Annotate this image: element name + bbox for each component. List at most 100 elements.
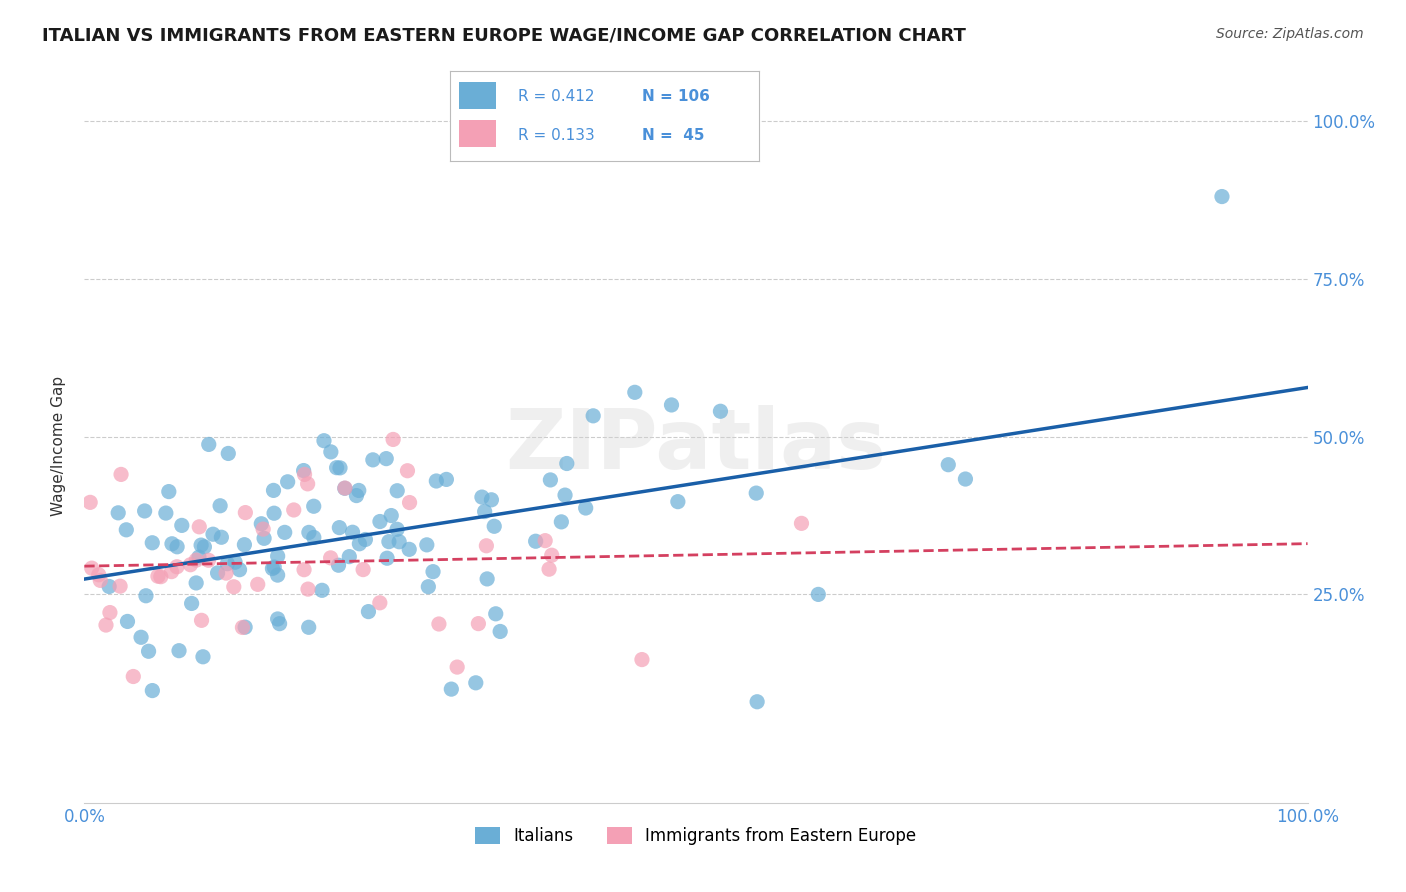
Point [328,558,350,573]
Point [354,533,377,547]
Point [149,569,172,583]
Point [191,649,214,664]
Point [427,617,450,632]
Point [134,504,156,518]
Point [312,434,335,448]
Point [534,533,557,548]
Point [387,483,409,498]
Text: R = 0.133: R = 0.133 [517,128,595,143]
Point [190,538,212,552]
Point [98,579,121,593]
Point [298,525,321,540]
Point [186,576,208,591]
Text: ZIPatlas: ZIPatlas [506,406,886,486]
Point [273,525,295,540]
Point [110,467,132,482]
Point [631,652,654,666]
Point [266,549,288,563]
Point [352,563,374,577]
Point [485,607,508,621]
Y-axis label: Wage/Income Gap: Wage/Income Gap [51,376,66,516]
Point [160,537,183,551]
Point [538,473,561,487]
Point [554,488,576,502]
Point [187,550,209,565]
Point [446,660,468,674]
Point [481,492,503,507]
Point [166,559,188,574]
Point [129,630,152,644]
Point [167,643,190,657]
Point [747,695,769,709]
Point [325,460,347,475]
Point [197,437,219,451]
Point [277,475,299,489]
Point [666,494,689,508]
Point [217,557,239,571]
Point [215,566,238,580]
Point [1211,189,1233,203]
Point [138,644,160,658]
Point [333,481,356,495]
Point [217,446,239,460]
Point [540,548,562,562]
Point [418,580,440,594]
Point [474,504,496,518]
Point [160,565,183,579]
Point [361,453,384,467]
Point [661,398,683,412]
FancyBboxPatch shape [460,82,496,109]
Point [283,503,305,517]
Point [347,483,370,498]
Point [80,561,103,575]
Point [231,620,253,634]
Point [235,506,257,520]
Text: R = 0.412: R = 0.412 [517,89,595,103]
Point [117,615,139,629]
Point [252,522,274,536]
Point [467,616,489,631]
Point [89,574,111,588]
Point [375,551,398,566]
Point [292,563,315,577]
Point [538,562,561,576]
Point [575,501,598,516]
Point [141,683,163,698]
Point [170,518,193,533]
Point [745,486,768,500]
Point [298,620,321,634]
Point [346,489,368,503]
Point [425,474,447,488]
Legend: Italians, Immigrants from Eastern Europe: Italians, Immigrants from Eastern Europe [468,820,924,852]
Point [141,535,163,549]
Point [266,568,288,582]
Point [349,537,371,551]
Point [329,461,352,475]
Text: Source: ZipAtlas.com: Source: ZipAtlas.com [1216,27,1364,41]
Point [550,515,572,529]
Point [222,580,245,594]
Point [294,467,316,482]
Point [484,519,506,533]
Point [440,682,463,697]
Point [297,476,319,491]
Point [302,531,325,545]
Point [233,620,256,634]
Point [122,669,145,683]
Point [398,542,420,557]
Point [209,530,232,544]
Point [94,618,117,632]
Point [233,538,256,552]
Point [98,606,121,620]
Point [135,589,157,603]
Point [524,534,547,549]
Point [311,583,333,598]
Point [475,572,498,586]
Point [190,613,212,627]
Point [79,495,101,509]
FancyBboxPatch shape [460,120,496,147]
Point [328,521,350,535]
Text: N = 106: N = 106 [641,89,710,103]
Point [263,483,285,498]
Point [107,506,129,520]
